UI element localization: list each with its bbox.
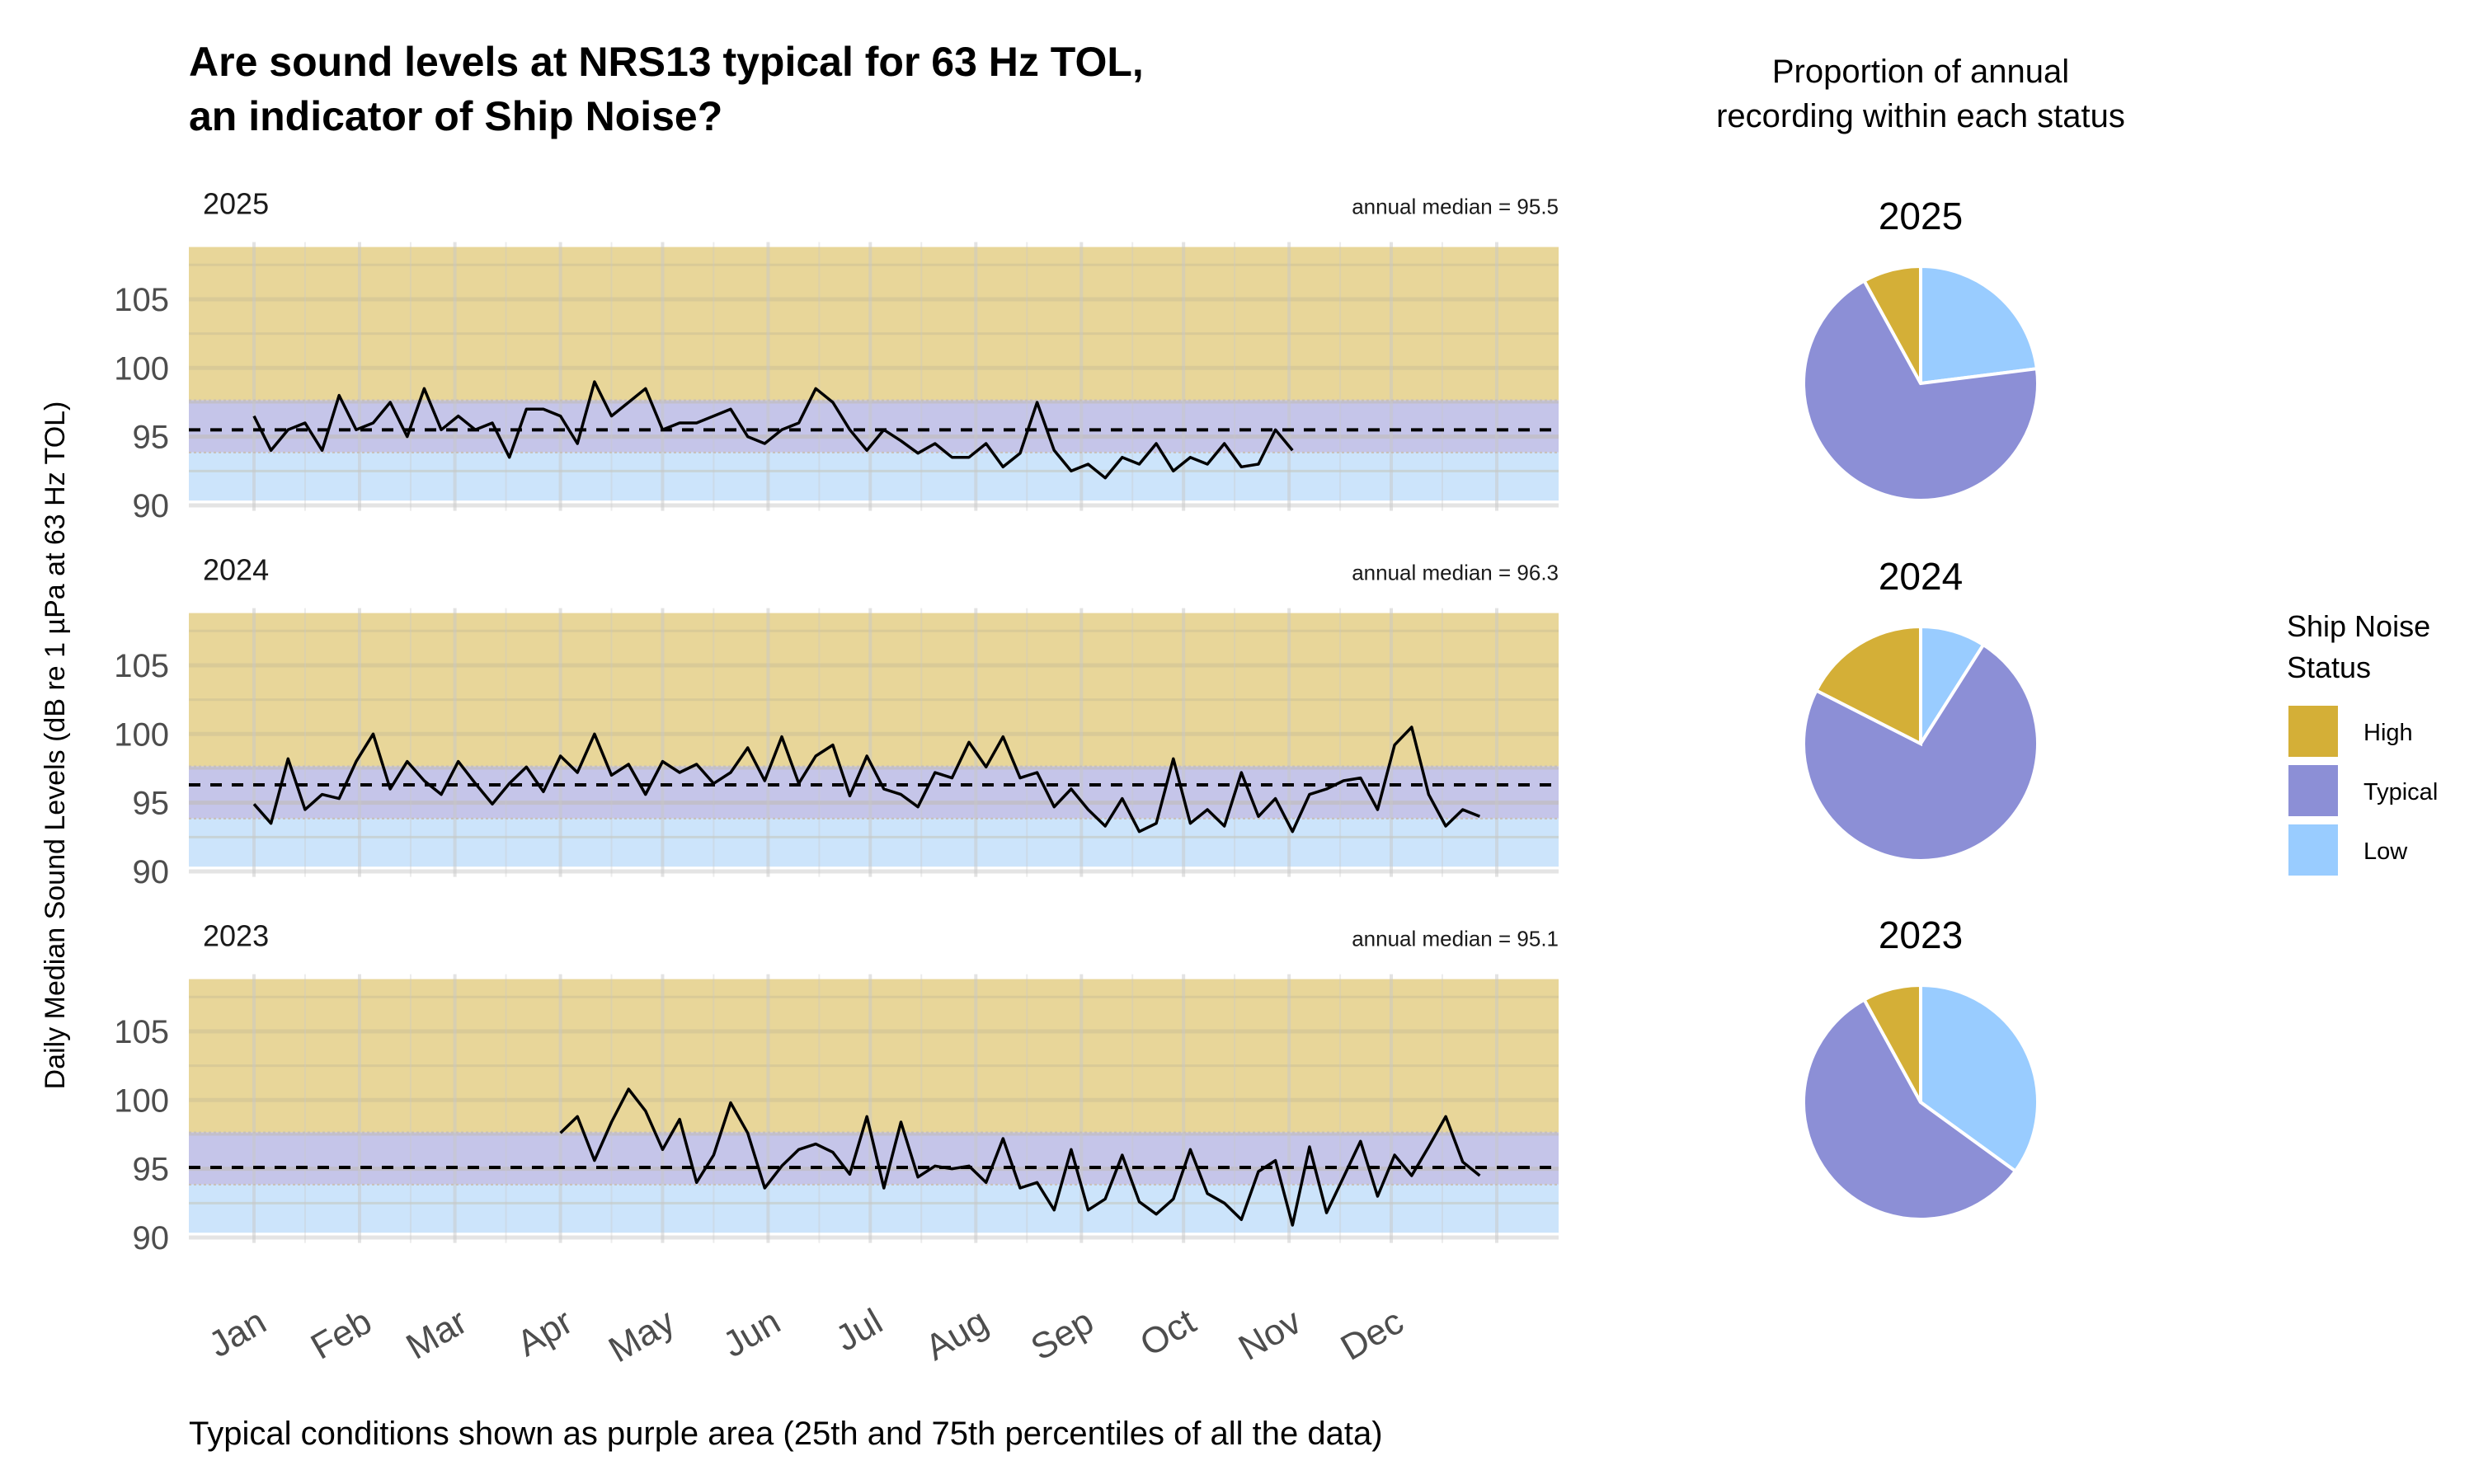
x-tick-label-feb: Feb (304, 1301, 379, 1367)
pie-2025: 2025 (1802, 195, 2039, 502)
pie-slice-low (1919, 983, 2039, 1174)
x-tick-label-oct: Oct (1133, 1301, 1202, 1364)
legend-label-high: High (2363, 720, 2413, 746)
y-tick-label: 90 (133, 1220, 170, 1256)
y-tick-label: 105 (114, 1014, 169, 1050)
pie-title: 2023 (1879, 913, 1963, 956)
x-tick-label-jan: Jan (202, 1301, 273, 1365)
chart-title-line-1: Are sound levels at NRS13 typical for 63… (189, 39, 1144, 85)
y-tick-label: 100 (114, 1082, 169, 1119)
x-axis: Jan Feb Mar Apr May Jun Jul Aug Sep Oct Nov Dec (202, 1301, 1410, 1370)
legend: Ship Noise Status High Typical Low (2287, 609, 2438, 876)
chart-title-line-2: an indicator of Ship Noise? (189, 93, 722, 139)
pie-slice-typical (1802, 278, 2039, 502)
panel-2023: 90 95 100 105 2023 annual median = 95.1 (114, 919, 1559, 1256)
pie-slice-high (1861, 264, 1922, 384)
legend-key-typical (2288, 765, 2338, 816)
x-tick-label-mar: Mar (399, 1301, 473, 1367)
pie-2023: 2023 (1802, 913, 2039, 1221)
pie-slice-typical (1802, 997, 2018, 1221)
x-tick-label-jun: Jun (716, 1301, 787, 1365)
x-tick-label-dec: Dec (1334, 1301, 1410, 1369)
x-tick-label-sep: Sep (1024, 1301, 1100, 1369)
y-tick-label: 105 (114, 282, 169, 318)
band-high (189, 613, 1559, 767)
panel-2025: 90 95 100 105 2025 annual median = 95.5 (114, 187, 1559, 524)
annual-median-label: annual median = 95.5 (1352, 195, 1559, 219)
band-high (189, 979, 1559, 1133)
x-tick-label-apr: Apr (510, 1301, 580, 1364)
y-tick-label: 95 (133, 1152, 170, 1188)
series-line-2023 (559, 1087, 1481, 1227)
x-tick-label-nov: Nov (1232, 1301, 1308, 1369)
legend-label-typical: Typical (2363, 779, 2438, 805)
pie-2024: 2024 (1802, 555, 2039, 862)
panel-year-label: 2025 (203, 187, 269, 221)
panel-2024: 90 95 100 105 2024 annual median = 96.3 (114, 553, 1559, 890)
y-tick-label: 95 (133, 786, 170, 822)
caption: Typical conditions shown as purple area … (189, 1416, 1383, 1452)
y-tick-label: 90 (133, 854, 170, 890)
panel-year-label: 2024 (203, 553, 269, 587)
legend-label-low: Low (2363, 838, 2408, 865)
y-axis-title: Daily Median Sound Levels (dB re 1 µPa a… (40, 402, 71, 1090)
pie-header-line-2: recording within each status (1716, 98, 2125, 134)
legend-key-low (2288, 824, 2338, 876)
legend-title-line-1: Ship Noise (2287, 609, 2430, 643)
y-tick-label: 100 (114, 716, 169, 753)
y-tick-label: 105 (114, 648, 169, 684)
x-tick-label-aug: Aug (919, 1301, 995, 1369)
legend-key-high (2288, 706, 2338, 757)
y-tick-label: 100 (114, 350, 169, 387)
pie-slice-low (1919, 264, 2039, 386)
band-low (189, 1184, 1559, 1233)
pie-slice-high (1813, 624, 1922, 747)
line-panels: 90 95 100 105 2025 annual median = 95.5 90 95 10… (114, 187, 1559, 1256)
series-line-2025 (252, 380, 1294, 480)
pie-charts: 2025 2024 2023 (1802, 195, 2039, 1221)
pie-slice-high (1861, 983, 1922, 1103)
band-low (189, 818, 1559, 867)
x-tick-label-may: May (602, 1301, 681, 1370)
annual-median-label: annual median = 96.3 (1352, 561, 1559, 585)
band-typical (189, 766, 1559, 819)
x-tick-label-jul: Jul (829, 1301, 889, 1360)
y-tick-label: 95 (133, 420, 170, 456)
pie-header-line-1: Proportion of annual (1772, 54, 2069, 90)
legend-title-line-2: Status (2287, 650, 2371, 684)
panel-year-label: 2023 (203, 919, 269, 953)
annual-median-label: annual median = 95.1 (1352, 927, 1559, 951)
series-line-2024 (252, 726, 1481, 834)
pie-title: 2025 (1879, 195, 1963, 237)
band-high (189, 247, 1559, 401)
pie-slice-typical (1802, 642, 2039, 862)
y-tick-label: 90 (133, 488, 170, 524)
pie-title: 2024 (1879, 555, 1963, 598)
band-low (189, 452, 1559, 501)
